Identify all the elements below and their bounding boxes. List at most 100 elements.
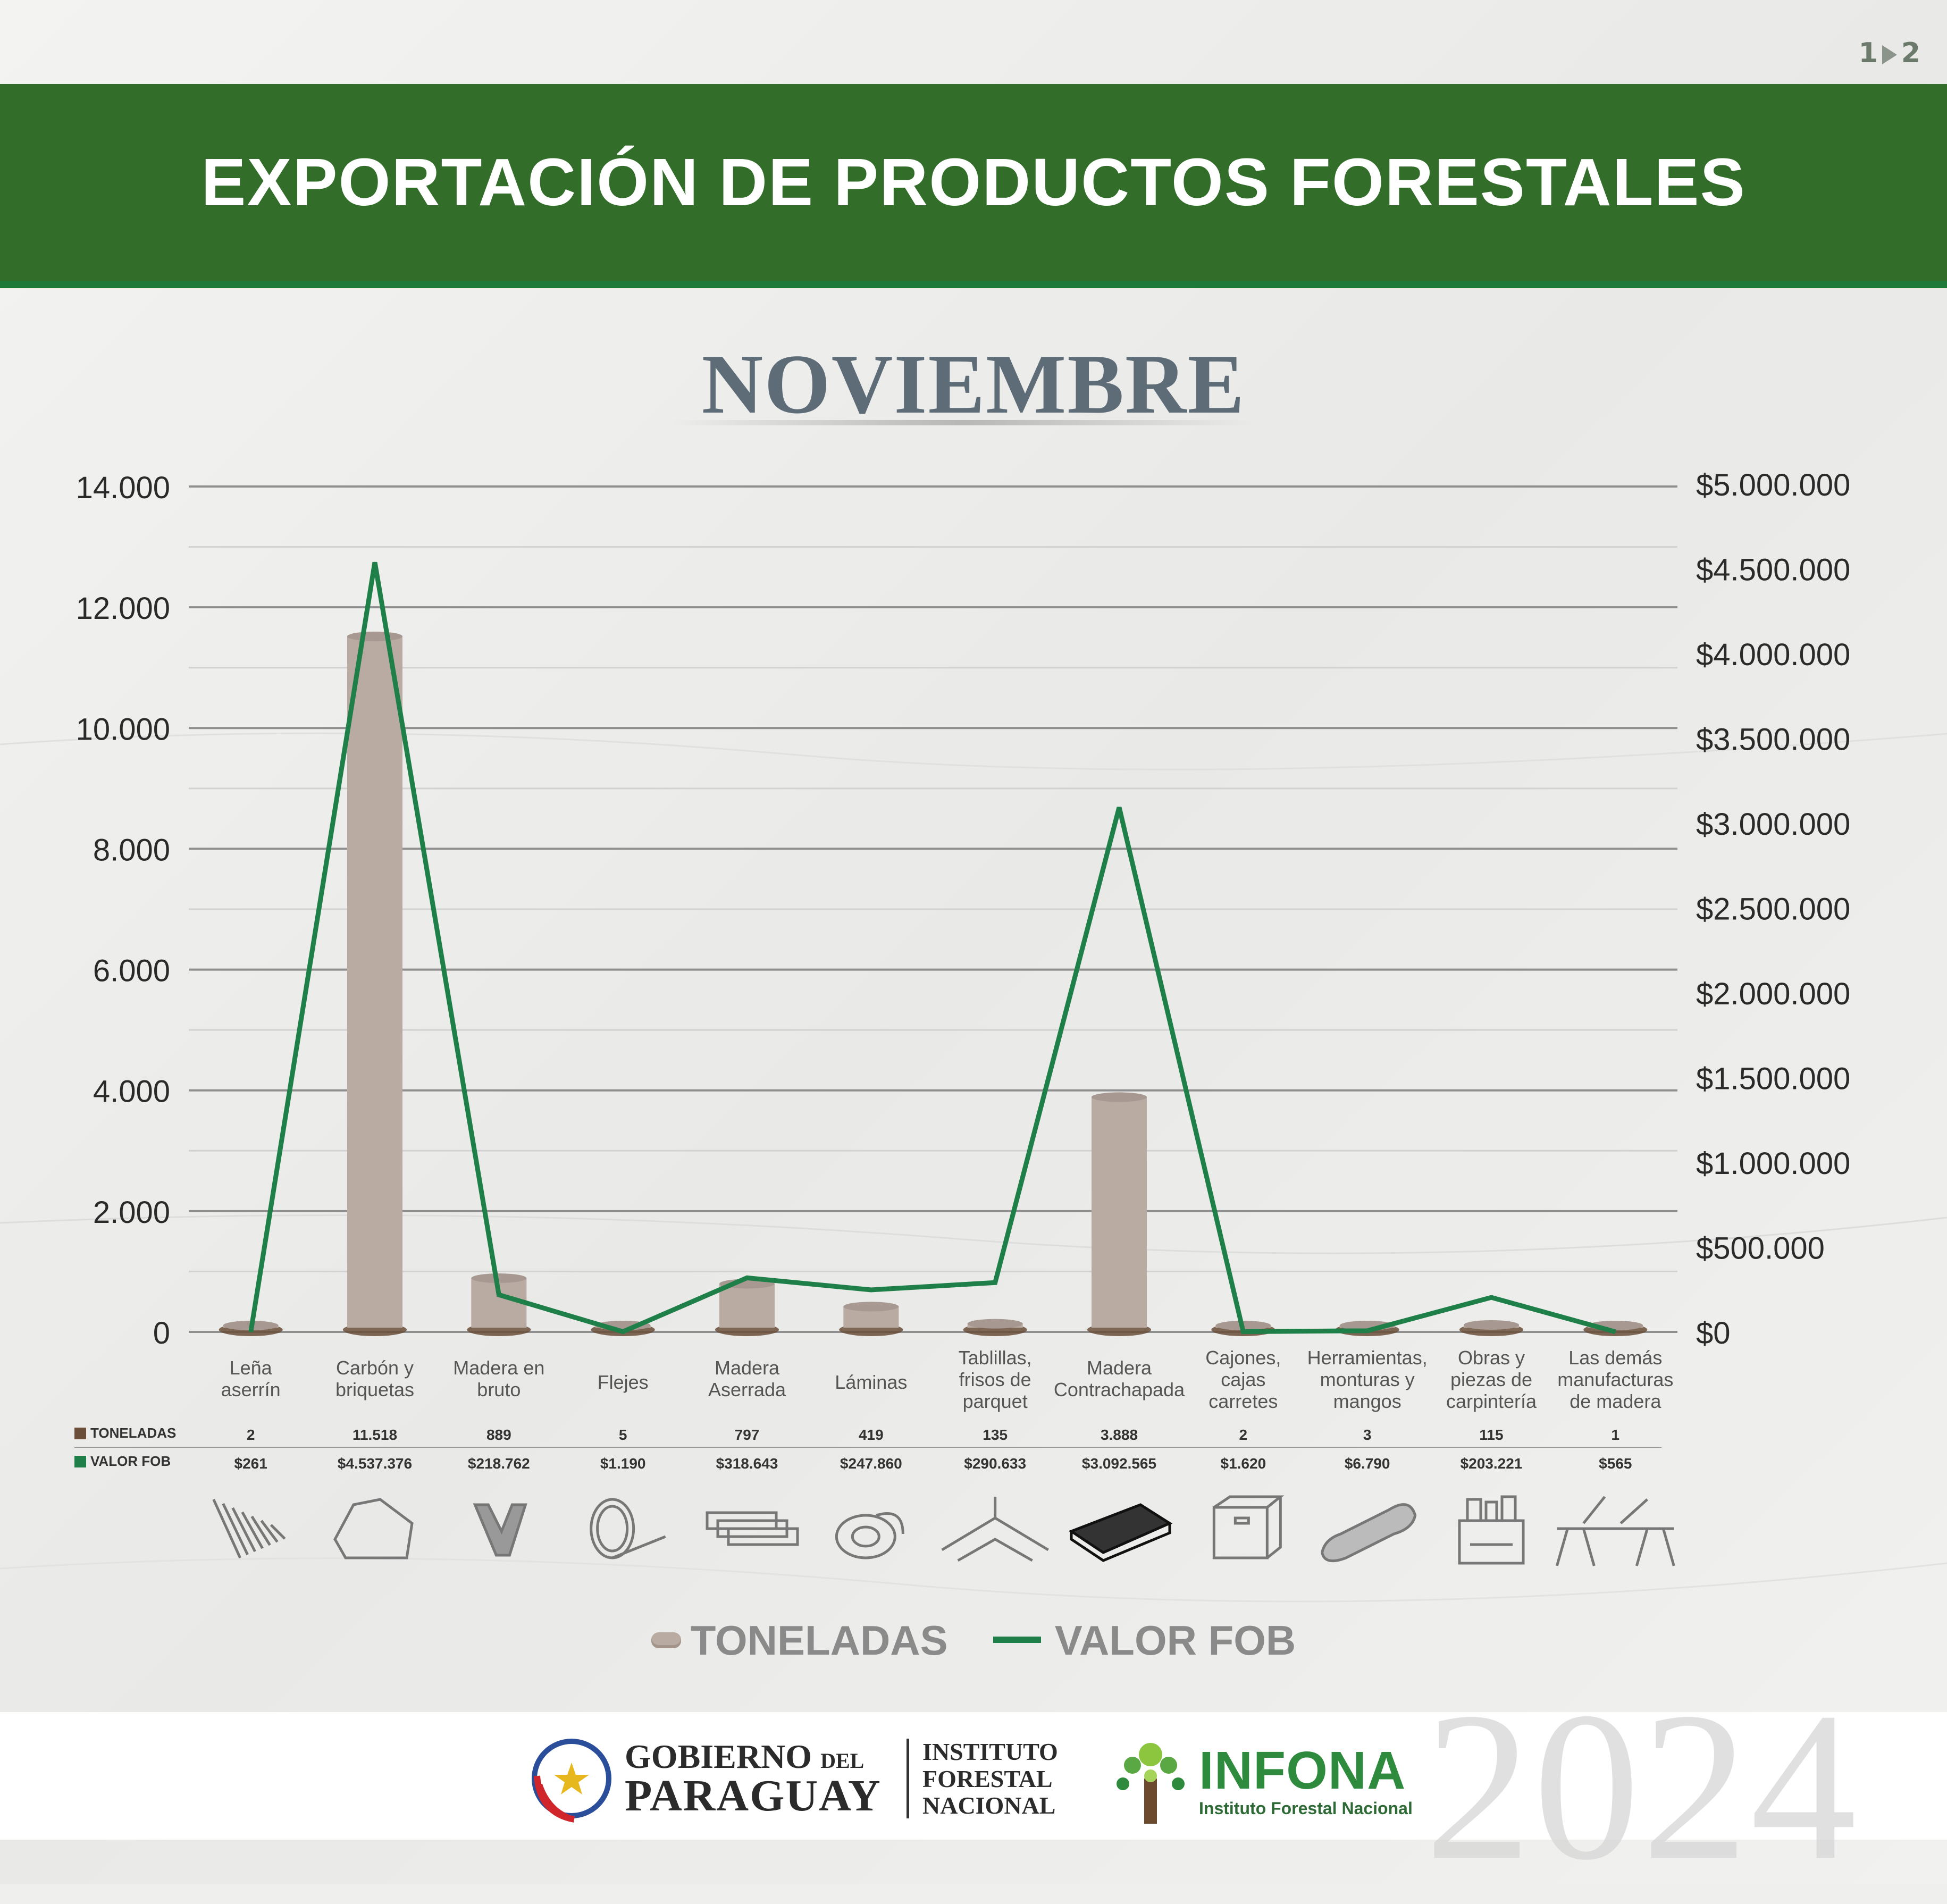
toneladas-value: 419 [859,1427,884,1443]
toneladas-swatch [74,1428,86,1439]
valor-fob-point [746,1277,748,1279]
valor-fob-value: $203.221 [1461,1455,1523,1472]
chart-legend: TONELADAS VALOR FOB [0,1616,1947,1665]
valor-fob-swatch [74,1456,86,1467]
category-label: Carbón y [336,1357,414,1379]
category-label: Madera [715,1357,780,1379]
right-axis-tick-label: $3.000.000 [1696,807,1850,842]
toneladas-value: 3.888 [1101,1427,1138,1443]
toneladas-value: 5 [619,1427,627,1443]
category-label: cajas [1221,1369,1265,1390]
right-axis-tick-label: $2.000.000 [1696,977,1850,1011]
valor-fob-point [622,1331,624,1332]
cardboard-box-icon [1212,1495,1285,1559]
category-label: mangos [1333,1390,1401,1412]
category-label: parquet [963,1390,1028,1412]
legend-valor-fob: VALOR FOB [993,1616,1296,1665]
category-label: Cajones, [1205,1347,1281,1369]
toneladas-value: 2 [247,1427,255,1443]
plywood-board-icon [1068,1503,1173,1562]
legend-toneladas: TONELADAS [651,1616,948,1665]
valor-fob-point [994,1282,996,1284]
category-label: Las demás [1568,1347,1662,1369]
category-label: Obras y [1458,1347,1525,1369]
instituto-text: INSTITUTO FORESTAL NACIONAL [922,1738,1058,1819]
category-label: Láminas [835,1371,907,1393]
strap-roll-icon [590,1498,666,1559]
valor-fob-value: $4.537.376 [338,1455,412,1472]
right-axis-tick-label: $3.500.000 [1696,723,1850,757]
valor-fob-point [1119,807,1120,808]
toolbox-icon [1458,1495,1525,1565]
right-axis-tick-label: $1.500.000 [1696,1062,1850,1096]
line-swatch-icon [993,1637,1041,1643]
category-label: Tablillas, [959,1347,1032,1369]
left-axis-tick-label: 12.000 [76,591,170,626]
right-axis-tick-label: $4.500.000 [1696,553,1850,588]
logo-divider [907,1739,909,1818]
paraguay-seal-icon [532,1739,611,1823]
row-label-toneladas: TONELADAS [74,1425,176,1441]
right-axis-tick-label: $0 [1696,1316,1731,1351]
category-label: Leña [230,1357,273,1379]
charcoal-icon [333,1498,414,1559]
category-label: frisos de [959,1369,1031,1390]
sawhorse-icon [1555,1496,1675,1566]
left-axis-tick-label: 10.000 [76,712,170,746]
valor-fob-point [1491,1297,1492,1298]
toneladas-value: 3 [1363,1427,1372,1443]
infona-logo: INFONA Instituto Forestal Nacional [1111,1736,1430,1826]
gobierno-text: GOBIERNO DEL PARAGUAY [625,1738,882,1821]
toneladas-value: 11.518 [353,1427,397,1443]
bar-top [843,1302,899,1312]
left-axis-tick-label: 8.000 [93,833,170,867]
category-label: piezas de [1450,1369,1532,1390]
month-underline [670,420,1255,425]
category-label: manufacturas [1557,1369,1673,1390]
toneladas-value: 889 [486,1427,511,1443]
right-axis-tick-label: $1.000.000 [1696,1146,1850,1181]
valor-fob-value: $1.620 [1221,1455,1266,1472]
valor-fob-line [248,561,1616,1335]
valor-fob-point [250,1331,251,1332]
category-label: Contrachapada [1054,1379,1185,1400]
valor-fob-point [1366,1330,1368,1331]
bar-top [471,1273,527,1284]
left-axis-tick-label: 6.000 [93,954,170,988]
log-icon [473,1503,527,1557]
left-axis-tick-label: 4.000 [93,1075,170,1109]
toneladas-bar [719,1284,775,1328]
play-arrow-icon[interactable] [1882,45,1897,64]
toneladas-value: 115 [1479,1427,1503,1443]
month-title: NOVIEMBRE [701,337,1246,431]
left-axis-tick-label: 2.000 [93,1195,170,1230]
valor-fob-point [1615,1331,1616,1332]
title-banner: EXPORTACIÓN DE PRODUCTOS FORESTALES [0,84,1947,288]
valor-fob-value: $6.790 [1345,1455,1390,1472]
bar-top [1464,1320,1519,1330]
gobierno-logo: GOBIERNO DEL PARAGUAY INSTITUTO FORESTAL… [526,1733,1085,1824]
page-current: 1 [1858,37,1878,69]
banner-title: EXPORTACIÓN DE PRODUCTOS FORESTALES [201,145,1746,220]
category-label: monturas y [1320,1369,1415,1390]
right-axis-tick-label: $4.000.000 [1696,638,1850,672]
category-label: Herramientas, [1307,1347,1428,1369]
category-label: carpintería [1446,1390,1537,1412]
valor-fob-value: $1.190 [600,1455,646,1472]
footer-band [0,1712,1947,1840]
row-label-valor-fob: VALOR FOB [74,1453,171,1470]
valor-fob-value: $247.860 [840,1455,902,1472]
category-label: Flejes [598,1371,649,1393]
cylinder-icon [651,1632,681,1648]
bar-top [347,631,402,641]
valor-fob-value: $218.762 [468,1455,530,1472]
infona-name: INFONA [1199,1741,1406,1800]
valor-fob-point [374,561,375,563]
valor-fob-point [1243,1331,1244,1332]
page-next[interactable]: 2 [1901,37,1920,69]
category-label: Madera [1087,1357,1152,1379]
bar-top [967,1319,1023,1329]
infona-subtitle: Instituto Forestal Nacional [1199,1799,1413,1818]
